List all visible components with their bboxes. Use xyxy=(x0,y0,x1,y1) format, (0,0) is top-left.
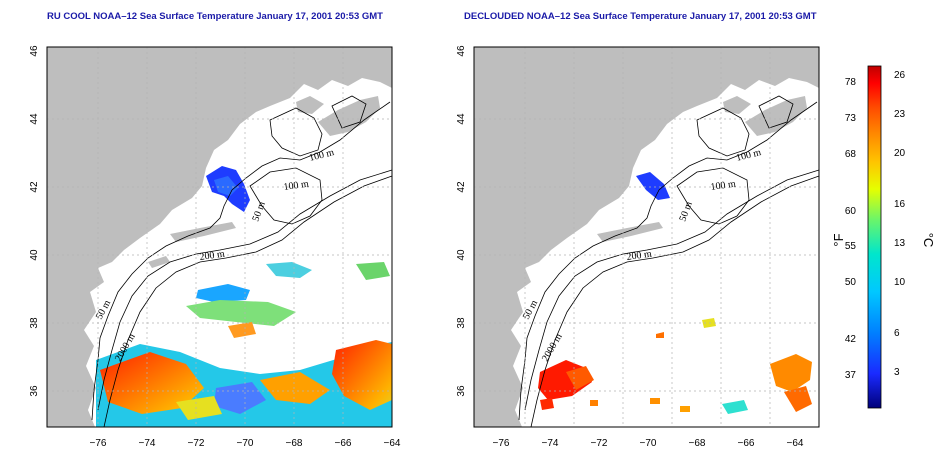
lat-tick: 42 xyxy=(29,181,40,193)
lon-tick: −66 xyxy=(738,438,755,449)
colorbar-f-tick: 50 xyxy=(845,277,857,288)
lat-tick: 38 xyxy=(456,317,467,329)
lat-tick: 36 xyxy=(456,385,467,397)
lat-tick: 44 xyxy=(29,113,40,125)
lat-tick: 38 xyxy=(29,317,40,329)
lon-tick: −74 xyxy=(139,438,156,449)
lat-tick: 46 xyxy=(456,45,467,57)
land-mass xyxy=(47,47,392,427)
colorbar-f-tick: 68 xyxy=(845,149,857,160)
colorbar-c-tick: 26 xyxy=(894,70,906,81)
lon-tick: −76 xyxy=(493,438,510,449)
colorbar-f-tick: 60 xyxy=(845,206,857,217)
map-panel-raw xyxy=(46,46,393,428)
lat-tick: 42 xyxy=(456,181,467,193)
grid-lines xyxy=(47,47,392,427)
contour-label-100m: 100 m xyxy=(283,179,310,193)
colorbar-c-tick: 23 xyxy=(894,109,906,120)
colorbar-c-tick: 13 xyxy=(894,238,906,249)
lat-tick: 44 xyxy=(456,113,467,125)
colorbar-f-tick: 37 xyxy=(845,370,857,381)
lon-tick: −66 xyxy=(335,438,352,449)
colorbar-f-tick: 73 xyxy=(845,113,857,124)
colorbar-gradient xyxy=(867,65,882,409)
colorbar-c-tick: 10 xyxy=(894,277,906,288)
panel-title-declouded: DECLOUDED NOAA–12 Sea Surface Temperatur… xyxy=(464,11,817,22)
colorbar-c-tick: 3 xyxy=(894,367,900,378)
lon-tick: −68 xyxy=(286,438,303,449)
lon-tick: −64 xyxy=(787,438,804,449)
map-panel-declouded xyxy=(473,46,820,428)
colorbar-f-tick: 55 xyxy=(845,241,857,252)
contour-label-200m: 200 m xyxy=(199,249,226,263)
grid-lines xyxy=(474,47,819,427)
lon-tick: −70 xyxy=(640,438,657,449)
sst-declouded-patches xyxy=(538,172,812,414)
lat-tick: 36 xyxy=(29,385,40,397)
colorbar-f-tick: 78 xyxy=(845,77,857,88)
lon-tick: −74 xyxy=(542,438,559,449)
lon-tick: −68 xyxy=(689,438,706,449)
sst-raw-patches xyxy=(96,166,392,427)
lon-axis-right: −76 −74 −72 −70 −68 −66 −64 xyxy=(493,438,804,449)
colorbar-c-tick: 20 xyxy=(894,148,906,159)
panel-title-raw: RU COOL NOAA–12 Sea Surface Temperature … xyxy=(47,11,383,22)
lat-axis-left: 36 38 40 42 44 46 xyxy=(29,45,40,397)
lat-tick: 40 xyxy=(29,249,40,261)
lon-axis-left: −76 −74 −72 −70 −68 −66 −64 xyxy=(90,438,401,449)
colorbar-c-tick: 16 xyxy=(894,199,906,210)
lon-tick: −64 xyxy=(384,438,401,449)
contour-label-100m: 100 m xyxy=(710,179,737,193)
colorbar-c-tick: 6 xyxy=(894,328,900,339)
colorbar: 78 73 68 60 55 50 42 37 26 23 20 16 13 1… xyxy=(831,65,936,409)
contour-label-200m: 200 m xyxy=(626,249,653,263)
lat-tick: 40 xyxy=(456,249,467,261)
lat-tick: 46 xyxy=(29,45,40,57)
lat-axis-right: 36 38 40 42 44 46 xyxy=(456,45,467,397)
lon-tick: −72 xyxy=(591,438,608,449)
colorbar-fahrenheit-label: °F xyxy=(831,233,846,246)
lon-tick: −70 xyxy=(237,438,254,449)
lon-tick: −72 xyxy=(188,438,205,449)
lon-tick: −76 xyxy=(90,438,107,449)
colorbar-celsius-label: °C xyxy=(921,233,936,248)
colorbar-f-tick: 42 xyxy=(845,334,857,345)
